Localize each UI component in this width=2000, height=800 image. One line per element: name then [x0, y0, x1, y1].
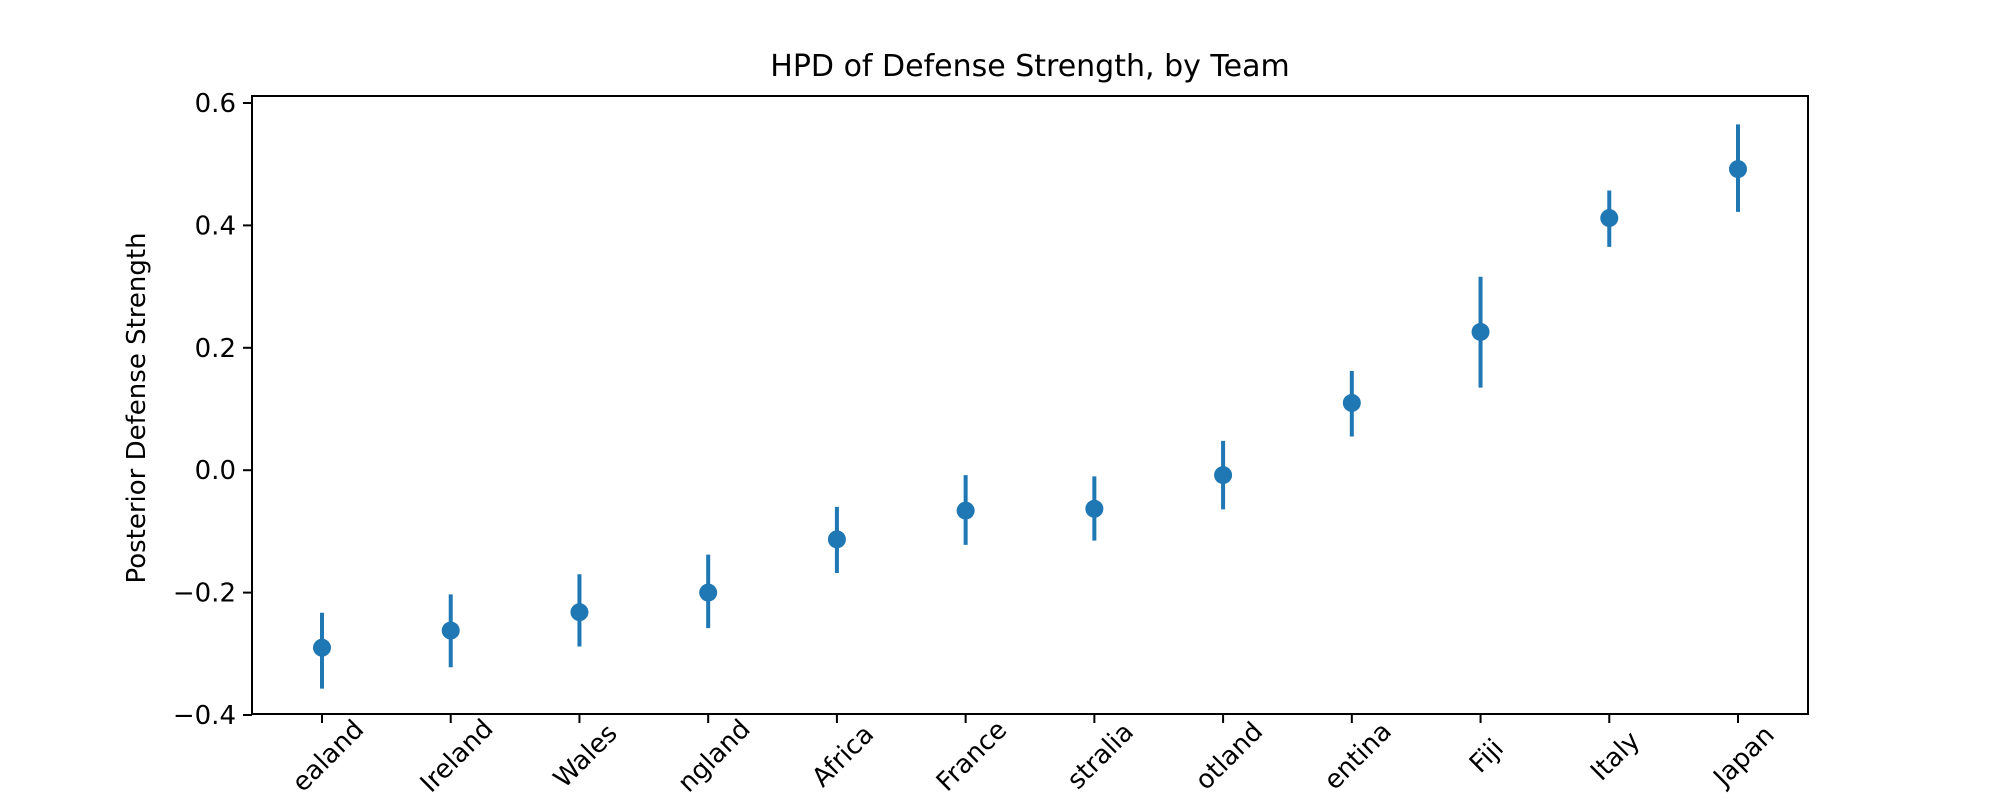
plot-area-frame — [251, 95, 1809, 715]
data-point — [1342, 393, 1361, 412]
y-tick-label: −0.4 — [173, 701, 236, 731]
x-tick-label: stralia — [1062, 717, 1140, 795]
data-point — [1471, 322, 1490, 341]
data-point — [570, 603, 589, 622]
x-tick-label: ealand — [287, 715, 370, 798]
y-tick-label: 0.2 — [195, 334, 236, 364]
y-axis-label: Posterior Defense Strength — [122, 232, 152, 583]
x-tick-label: entina — [1318, 717, 1397, 796]
data-point — [1729, 160, 1747, 179]
x-tick-label: Ireland — [415, 714, 500, 799]
data-point — [1214, 466, 1233, 485]
y-axis: −0.4 −0.2 0.0 0.2 0.4 0.6 — [173, 89, 252, 731]
data-point — [827, 530, 846, 549]
x-tick-label: Fiji — [1464, 733, 1510, 779]
data-point — [699, 583, 718, 602]
y-tick-label: −0.2 — [173, 579, 236, 609]
x-tick-label: Wales — [548, 719, 623, 794]
data-point — [441, 621, 460, 640]
data-point — [313, 638, 331, 657]
x-tick-label: Africa — [806, 720, 880, 794]
x-tick-label: France — [931, 715, 1013, 797]
x-tick-label: Italy — [1585, 726, 1646, 787]
y-tick-label: 0.0 — [195, 456, 236, 486]
y-tick-label: 0.4 — [195, 211, 236, 241]
x-tick-label: otland — [1190, 717, 1269, 796]
data-point — [1085, 499, 1104, 518]
x-tick-label: ngland — [672, 714, 756, 798]
y-tick-label: 0.6 — [195, 89, 236, 119]
data-point — [1600, 209, 1619, 228]
data-marks — [313, 124, 1747, 689]
chart-title: HPD of Defense Strength, by Team — [770, 49, 1289, 84]
x-tick-label: Japan — [1707, 720, 1781, 794]
data-point — [956, 501, 975, 520]
x-axis: ealand Ireland Wales ngland Africa France stra… — [287, 714, 1781, 799]
